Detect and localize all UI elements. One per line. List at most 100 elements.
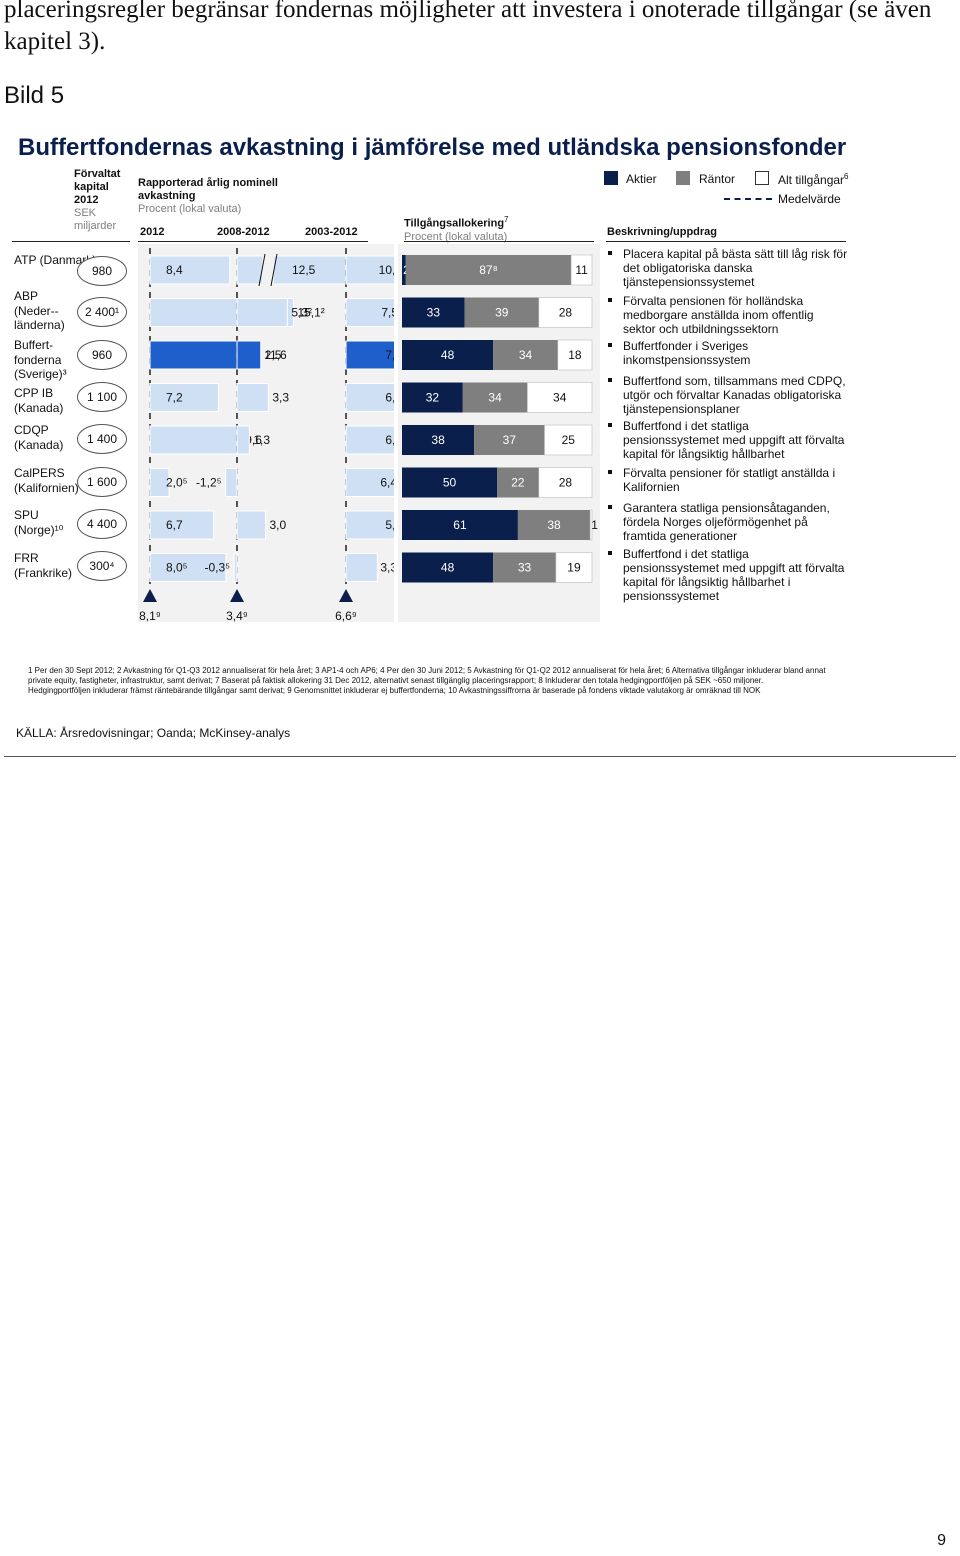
seg-label-aktier-calpers-kalifornien: 50 — [443, 476, 457, 490]
bar-2008-2012-spu-norge — [236, 510, 266, 540]
bar-2008-2012-atp-danmark — [236, 255, 357, 285]
desc-frr: Buffertfond i det statliga pensionssyste… — [608, 547, 848, 603]
legend-rates-label: Räntor — [699, 172, 736, 186]
fund-label-atp: ATP (Danmark) — [14, 253, 97, 267]
alloc-header: Tillgångsallokering7 Procent (lokal valu… — [404, 213, 604, 244]
fund-label-spu: SPU (Norge)¹⁰ — [14, 508, 64, 537]
seg-r-ntor-abp-nederl-nderna — [464, 297, 539, 328]
seg-alt-tillg-ngar-buffertfonderna-sverige — [557, 339, 593, 371]
axis-break-line — [270, 253, 278, 287]
seg-alt-tillg-ngar-abp-nederl-nderna — [538, 297, 593, 328]
desc-abp: Förvalta pensionen för holländska medbor… — [608, 294, 848, 336]
seg-label-alt-tillg-ngar-cpp-ib-kanada: 34 — [553, 391, 567, 405]
seg-label-r-ntor-cdqp-kanada: 37 — [503, 433, 517, 447]
desc-calpers-text: Förvalta pensioner för statligt anställd… — [623, 466, 836, 494]
value-label-2012-buffertfonderna-sverige: 11,6 — [264, 348, 287, 362]
bullet-icon — [608, 298, 612, 302]
seg-alt-tillg-ngar-cpp-ib-kanada — [527, 382, 593, 413]
return-header: Rapporterad årlig nominell avkastning Pr… — [138, 177, 288, 216]
bullet-icon — [608, 378, 612, 382]
capital-frr: 300⁴ — [77, 551, 127, 581]
seg-label-r-ntor-frr-frankrike: 33 — [518, 561, 532, 575]
seg-aktier-atp-danmark — [402, 255, 406, 285]
value-label-2008-2012-cpp-ib-kanada: 3,3 — [272, 391, 289, 405]
desc-cdqp: Buffertfond i det statliga pensionssyste… — [608, 419, 848, 461]
value-label-2008-2012-calpers-kalifornien: -1,2⁵ — [196, 476, 222, 490]
bar-2008-2012-cpp-ib-kanada — [236, 383, 269, 412]
desc-abp-text: Förvalta pensionen för holländska medbor… — [623, 294, 814, 336]
bar-2003-2012-cpp-ib-kanada — [345, 383, 394, 412]
capital-header: Förvaltat kapital 2012 SEK miljarder — [74, 168, 134, 233]
bullet-icon — [608, 470, 612, 474]
allocation-chart: 287⁸113339284834183234343837255022286138… — [402, 254, 598, 583]
seg-aktier-cpp-ib-kanada — [402, 382, 463, 413]
seg-alt-tillg-ngar-cdqp-kanada — [544, 424, 593, 456]
fund-label-abp: ABP (Neder-- länderna) — [14, 289, 65, 332]
desc-frr-text: Buffertfond i det statliga pensionssyste… — [623, 547, 845, 603]
seg-aktier-abp-nederl-nderna — [402, 297, 465, 328]
average-label-2008-2012: 3,4⁹ — [226, 609, 248, 623]
seg-aktier-buffertfonderna-sverige — [402, 340, 494, 370]
seg-label-alt-tillg-ngar-abp-nederl-nderna: 28 — [559, 306, 573, 320]
seg-alt-tillg-ngar-calpers-kalifornien — [538, 467, 593, 498]
seg-alt-tillg-ngar-frr-frankrike — [555, 552, 593, 583]
seg-aktier-cdqp-kanada — [402, 425, 475, 455]
capital-abp: 2 400¹ — [77, 297, 127, 327]
legend-alternatives-label: Alt tillgångar — [778, 173, 845, 187]
capital-atp: 980 — [77, 256, 127, 286]
capital-cdqp: 1 400 — [77, 424, 127, 454]
bar-2012-cpp-ib-kanada — [149, 383, 219, 412]
alloc-header-sup: 7 — [504, 215, 509, 224]
desc-buffertfonderna-text: Buffertfonder i Sveriges inkomstpensions… — [623, 339, 751, 367]
period-2012-header: 2012 — [140, 226, 165, 238]
bar-2008-2012-abp-nederl-nderna — [236, 298, 288, 327]
seg-label-alt-tillg-ngar-cdqp-kanada: 25 — [562, 433, 576, 447]
capital-header-title: Förvaltat kapital 2012 — [74, 168, 121, 206]
value-label-2003-2012-atp-danmark: 10,0 — [379, 263, 394, 277]
bar-2012-atp-danmark — [149, 255, 231, 285]
rule-capital — [12, 241, 130, 242]
value-label-2008-2012-buffertfonderna-sverige: 2,5 — [265, 348, 282, 362]
value-label-2008-2012-frr-frankrike: -0,3⁵ — [204, 561, 230, 575]
seg-label-aktier-buffertfonderna-sverige: 48 — [441, 348, 455, 362]
fund-label-cdqp: CDQP (Kanada) — [14, 423, 64, 452]
seg-aktier-calpers-kalifornien — [402, 467, 497, 498]
seg-aktier-spu-norge — [402, 510, 518, 540]
period-2008-header: 2008-2012 — [217, 226, 270, 238]
page-number: 9 — [937, 1532, 946, 1549]
seg-r-ntor-atp-danmark — [405, 255, 572, 285]
seg-r-ntor-frr-frankrike — [493, 552, 556, 583]
figure-label: Bild 5 — [4, 82, 65, 109]
seg-alt-tillg-ngar-spu-norge — [589, 509, 593, 541]
bar-2012-spu-norge — [149, 510, 215, 540]
bar-2003-2012-calpers-kalifornien — [345, 468, 394, 497]
value-label-2008-2012-atp-danmark: 12,5 — [292, 263, 316, 277]
value-label-2012-calpers-kalifornien: 2,0⁵ — [166, 476, 188, 490]
value-label-2008-2012-cdqp-kanada: 1,3 — [253, 433, 270, 447]
seg-label-aktier-frr-frankrike: 48 — [441, 561, 455, 575]
bar-2008-2012-buffertfonderna-sverige — [236, 340, 262, 370]
seg-label-alt-tillg-ngar-spu-norge: 1 — [591, 518, 598, 532]
value-label-2012-frr-frankrike: 8,0⁵ — [166, 561, 188, 575]
seg-label-aktier-spu-norge: 61 — [453, 518, 467, 532]
seg-label-r-ntor-abp-nederl-nderna: 39 — [495, 306, 509, 320]
capital-spu: 4 400 — [77, 509, 127, 539]
seg-r-ntor-spu-norge — [517, 510, 591, 540]
average-label-2012: 8,1⁹ — [139, 609, 161, 623]
seg-label-aktier-abp-nederl-nderna: 33 — [427, 306, 441, 320]
bullet-icon — [608, 505, 612, 509]
fund-label-calpers: CalPERS (Kalifornien) — [14, 466, 79, 495]
bar-2012-calpers-kalifornien — [149, 468, 170, 497]
desc-calpers: Förvalta pensioner för statligt anställd… — [608, 466, 848, 494]
desc-atp-text: Placera kapital på bästa sätt till låg r… — [623, 247, 848, 289]
return-header-title: Rapporterad årlig nominell avkastning — [138, 177, 278, 202]
bar-2003-2012-buffertfonderna-sverige — [345, 340, 394, 370]
value-label-2003-2012-abp-nederl-nderna: 7,5² — [381, 306, 394, 320]
seg-r-ntor-cdqp-kanada — [474, 425, 545, 455]
capital-cppib: 1 100 — [77, 382, 127, 412]
bar-2003-2012-frr-frankrike — [345, 553, 378, 582]
bar-2003-2012-spu-norge — [345, 510, 394, 540]
desc-spu: Garantera statliga pensionsåtaganden, fö… — [608, 501, 848, 543]
bar-2003-2012-abp-nederl-nderna — [345, 298, 394, 327]
capital-header-unit: SEK miljarder — [74, 207, 117, 232]
